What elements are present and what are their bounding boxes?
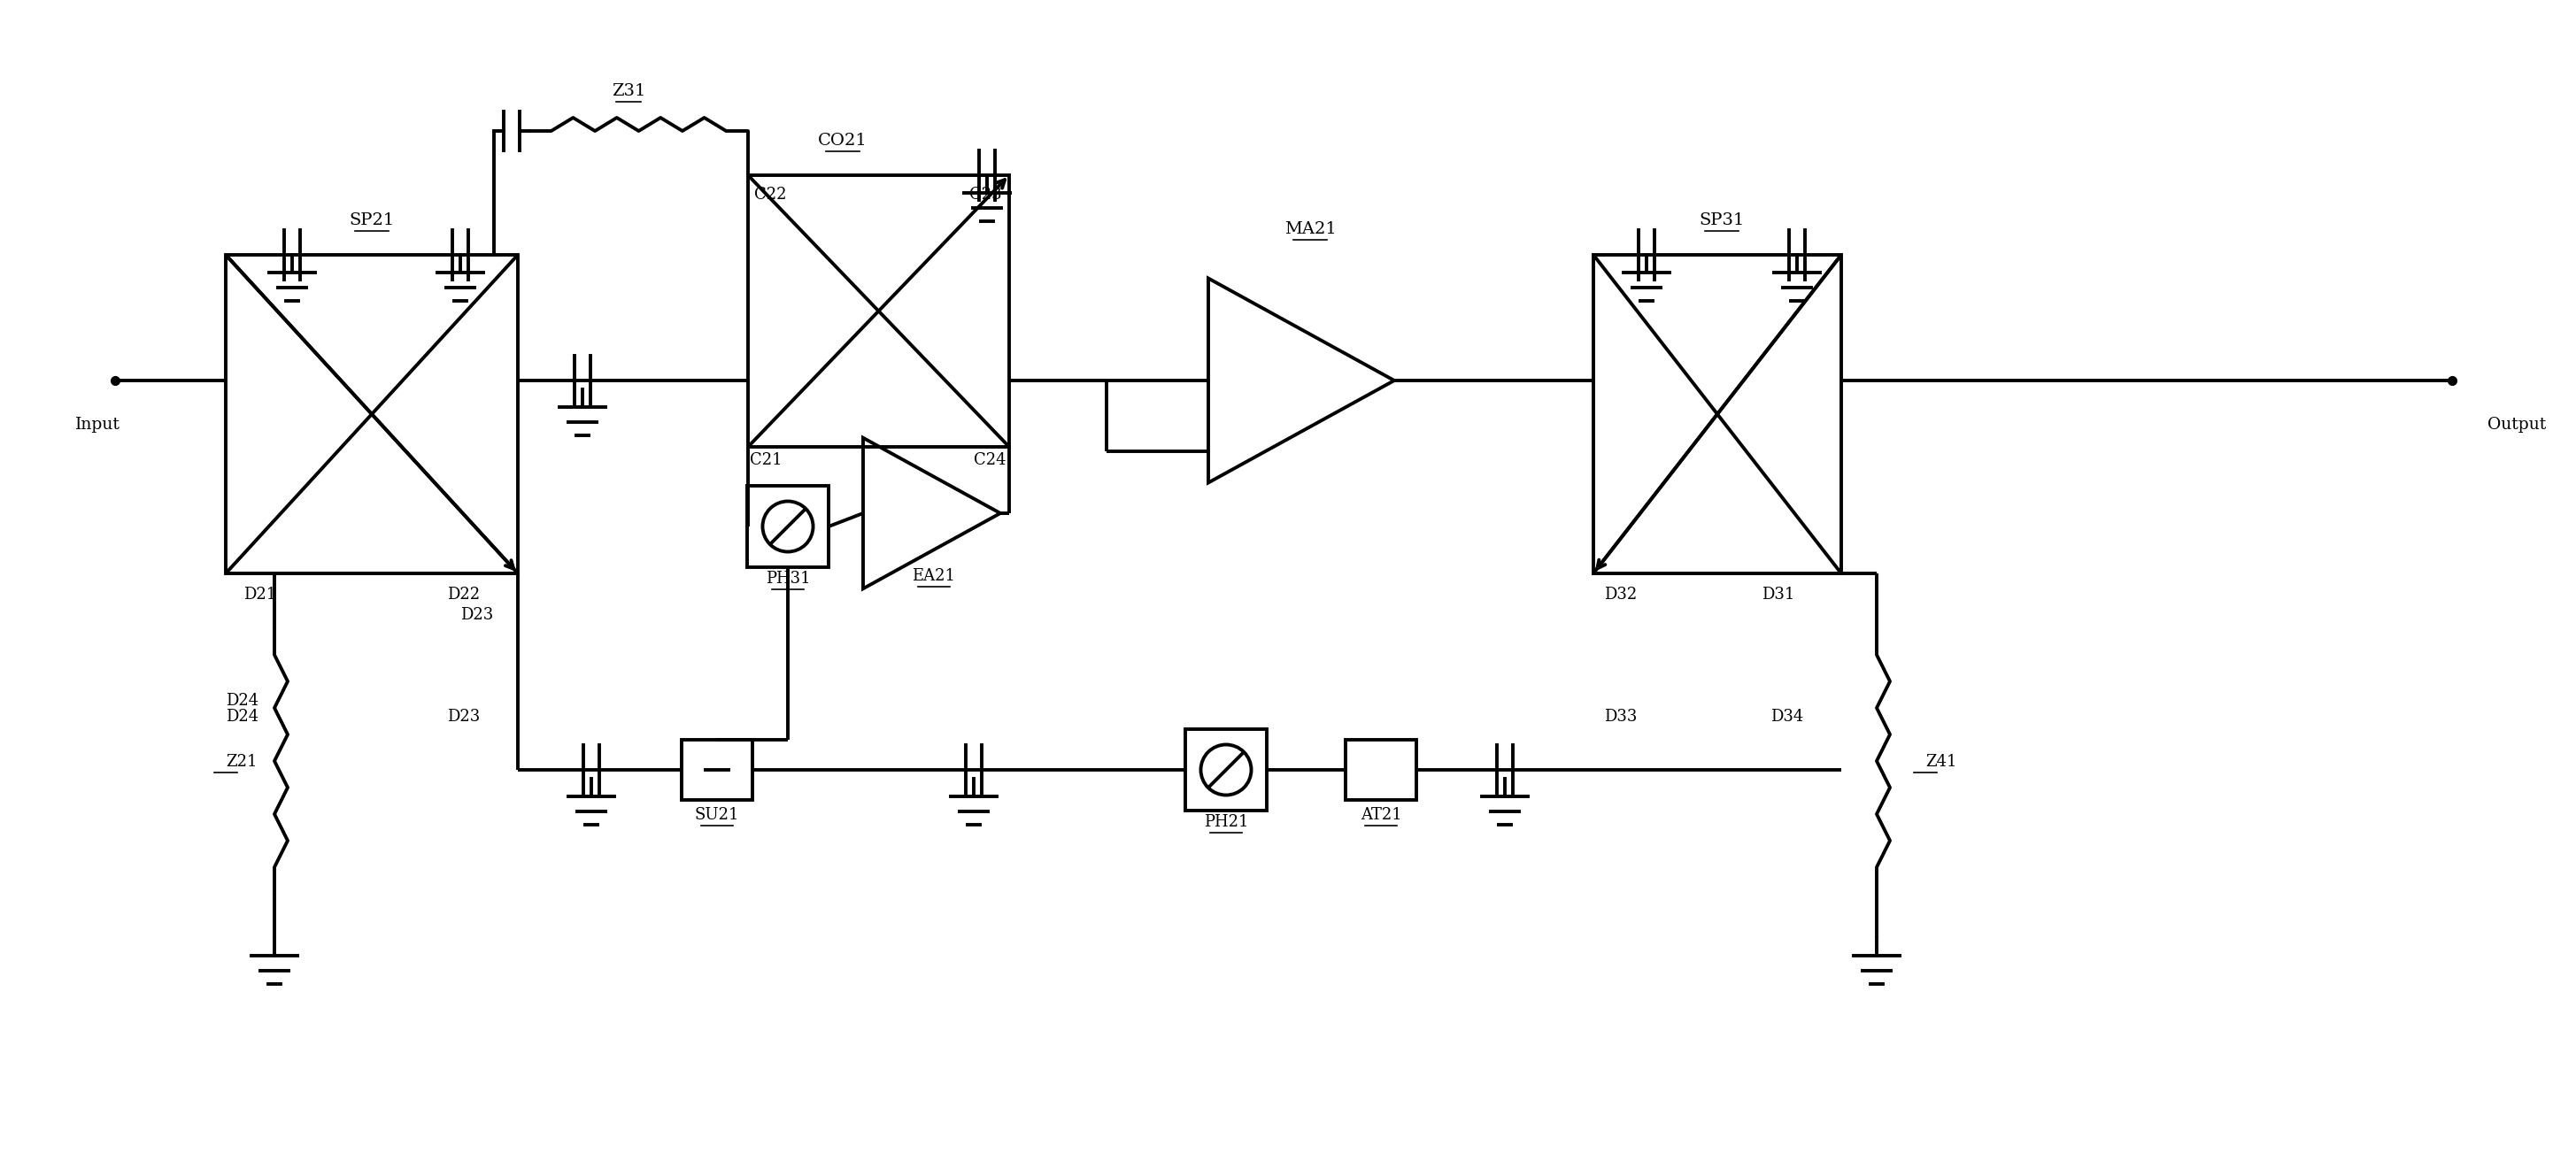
Text: PH21: PH21 (1203, 814, 1249, 830)
Text: Z21: Z21 (227, 754, 258, 770)
Bar (1345, 740, 1417, 800)
Text: C24: C24 (974, 452, 1007, 468)
Text: D24: D24 (227, 693, 258, 709)
Text: MA21: MA21 (1283, 221, 1337, 238)
Text: D23: D23 (461, 606, 492, 623)
Text: Z31: Z31 (611, 83, 647, 99)
Text: D22: D22 (448, 587, 479, 603)
Text: D21: D21 (245, 587, 276, 603)
Text: SU21: SU21 (696, 807, 739, 823)
Text: D33: D33 (1605, 709, 1638, 725)
Bar (1185, 729, 1267, 811)
Text: D34: D34 (1770, 709, 1803, 725)
Text: PH31: PH31 (765, 571, 811, 587)
Text: D32: D32 (1605, 587, 1636, 603)
Text: D31: D31 (1762, 587, 1795, 603)
Text: EA21: EA21 (912, 568, 956, 585)
Text: AT21: AT21 (1360, 807, 1401, 823)
Text: C22: C22 (755, 187, 786, 203)
Bar (747, 485, 829, 567)
Text: C23: C23 (969, 187, 1002, 203)
Text: D23: D23 (448, 709, 479, 725)
Text: Input: Input (75, 416, 121, 432)
Bar (227, 255, 518, 573)
Bar (683, 740, 752, 800)
Text: Z41: Z41 (1924, 754, 1958, 770)
Text: SP21: SP21 (350, 212, 394, 228)
Text: CO21: CO21 (819, 133, 868, 149)
Bar (747, 175, 1010, 447)
Text: C21: C21 (750, 452, 783, 468)
Text: Output: Output (2488, 416, 2545, 432)
Bar (1595, 255, 1842, 573)
Text: SP31: SP31 (1700, 212, 1744, 228)
Text: D24: D24 (227, 709, 258, 725)
